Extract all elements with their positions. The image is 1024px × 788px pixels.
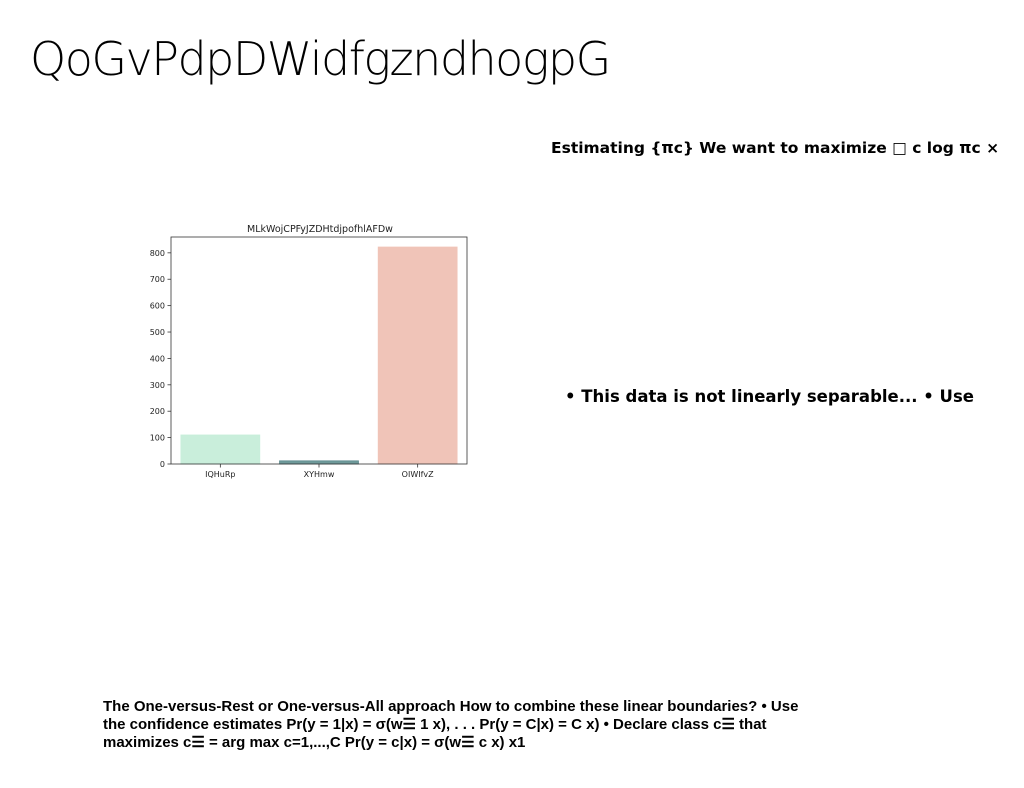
y-tick-label: 700 — [150, 275, 165, 284]
x-axis: IQHuRp XYHmw OIWIfvZ — [205, 464, 434, 479]
y-tick-label: 100 — [150, 434, 165, 443]
y-tick-label: 500 — [150, 328, 165, 337]
y-tick-label: 800 — [150, 249, 165, 258]
ovr-paragraph: The One-versus-Rest or One-versus-All ap… — [103, 698, 799, 751]
slide-title: QoGvPdpDWidfgzndhogpG — [30, 32, 611, 86]
y-tick-label: 600 — [150, 302, 165, 311]
y-axis: 0 100 200 300 400 500 600 700 800 — [150, 249, 171, 469]
x-tick-label: IQHuRp — [205, 470, 235, 479]
plot-frame — [170, 236, 468, 465]
estimating-text: Estimating {πc} We want to maximize □ c … — [551, 139, 1000, 157]
chart-title: MLkWojCPFyJZDHtdjpofhlAFDw — [247, 224, 393, 235]
bullet-text: • This data is not linearly separable...… — [565, 387, 974, 406]
x-tick-label: OIWIfvZ — [402, 470, 434, 479]
y-tick-label: 0 — [160, 460, 165, 469]
bar-chart-svg: MLkWojCPFyJZDHtdjpofhlAFDw 0 100 200 300 400… — [150, 224, 468, 479]
bar-OIWIfvZ — [377, 246, 458, 465]
x-tick-label: XYHmw — [304, 470, 335, 479]
y-tick-label: 300 — [150, 381, 165, 390]
y-tick-label: 400 — [150, 354, 165, 363]
bar-chart: MLkWojCPFyJZDHtdjpofhlAFDw 0 100 200 300 400… — [130, 218, 480, 486]
bar-group — [180, 246, 458, 465]
y-tick-label: 200 — [150, 407, 165, 416]
bar-IQHuRp — [180, 434, 261, 465]
bar-XYHmw — [279, 460, 359, 465]
